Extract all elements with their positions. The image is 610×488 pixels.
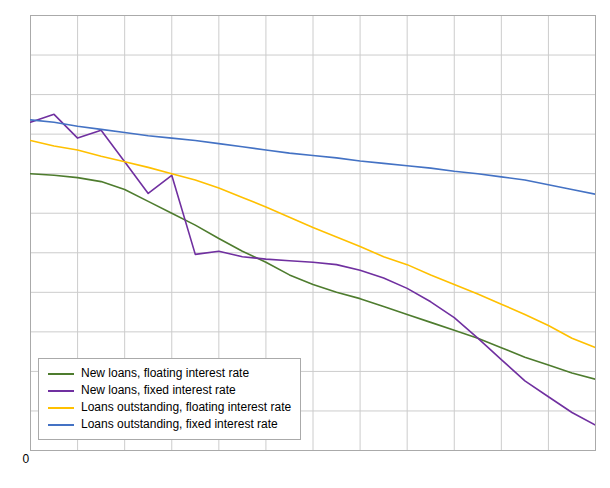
- html-text:Loans outstanding, floating in: Loans outstanding, floating interest rat…: [81, 400, 292, 414]
- html-text:New loans, floating interest r: New loans, floating interest rate: [81, 366, 250, 380]
- html-text:Loans outstanding, fixed inter: Loans outstanding, fixed interest rate: [81, 417, 278, 431]
- html-text:New loans, fixed interest rate: New loans, fixed interest rate: [81, 383, 236, 397]
- svg-text:0: 0: [23, 452, 30, 466]
